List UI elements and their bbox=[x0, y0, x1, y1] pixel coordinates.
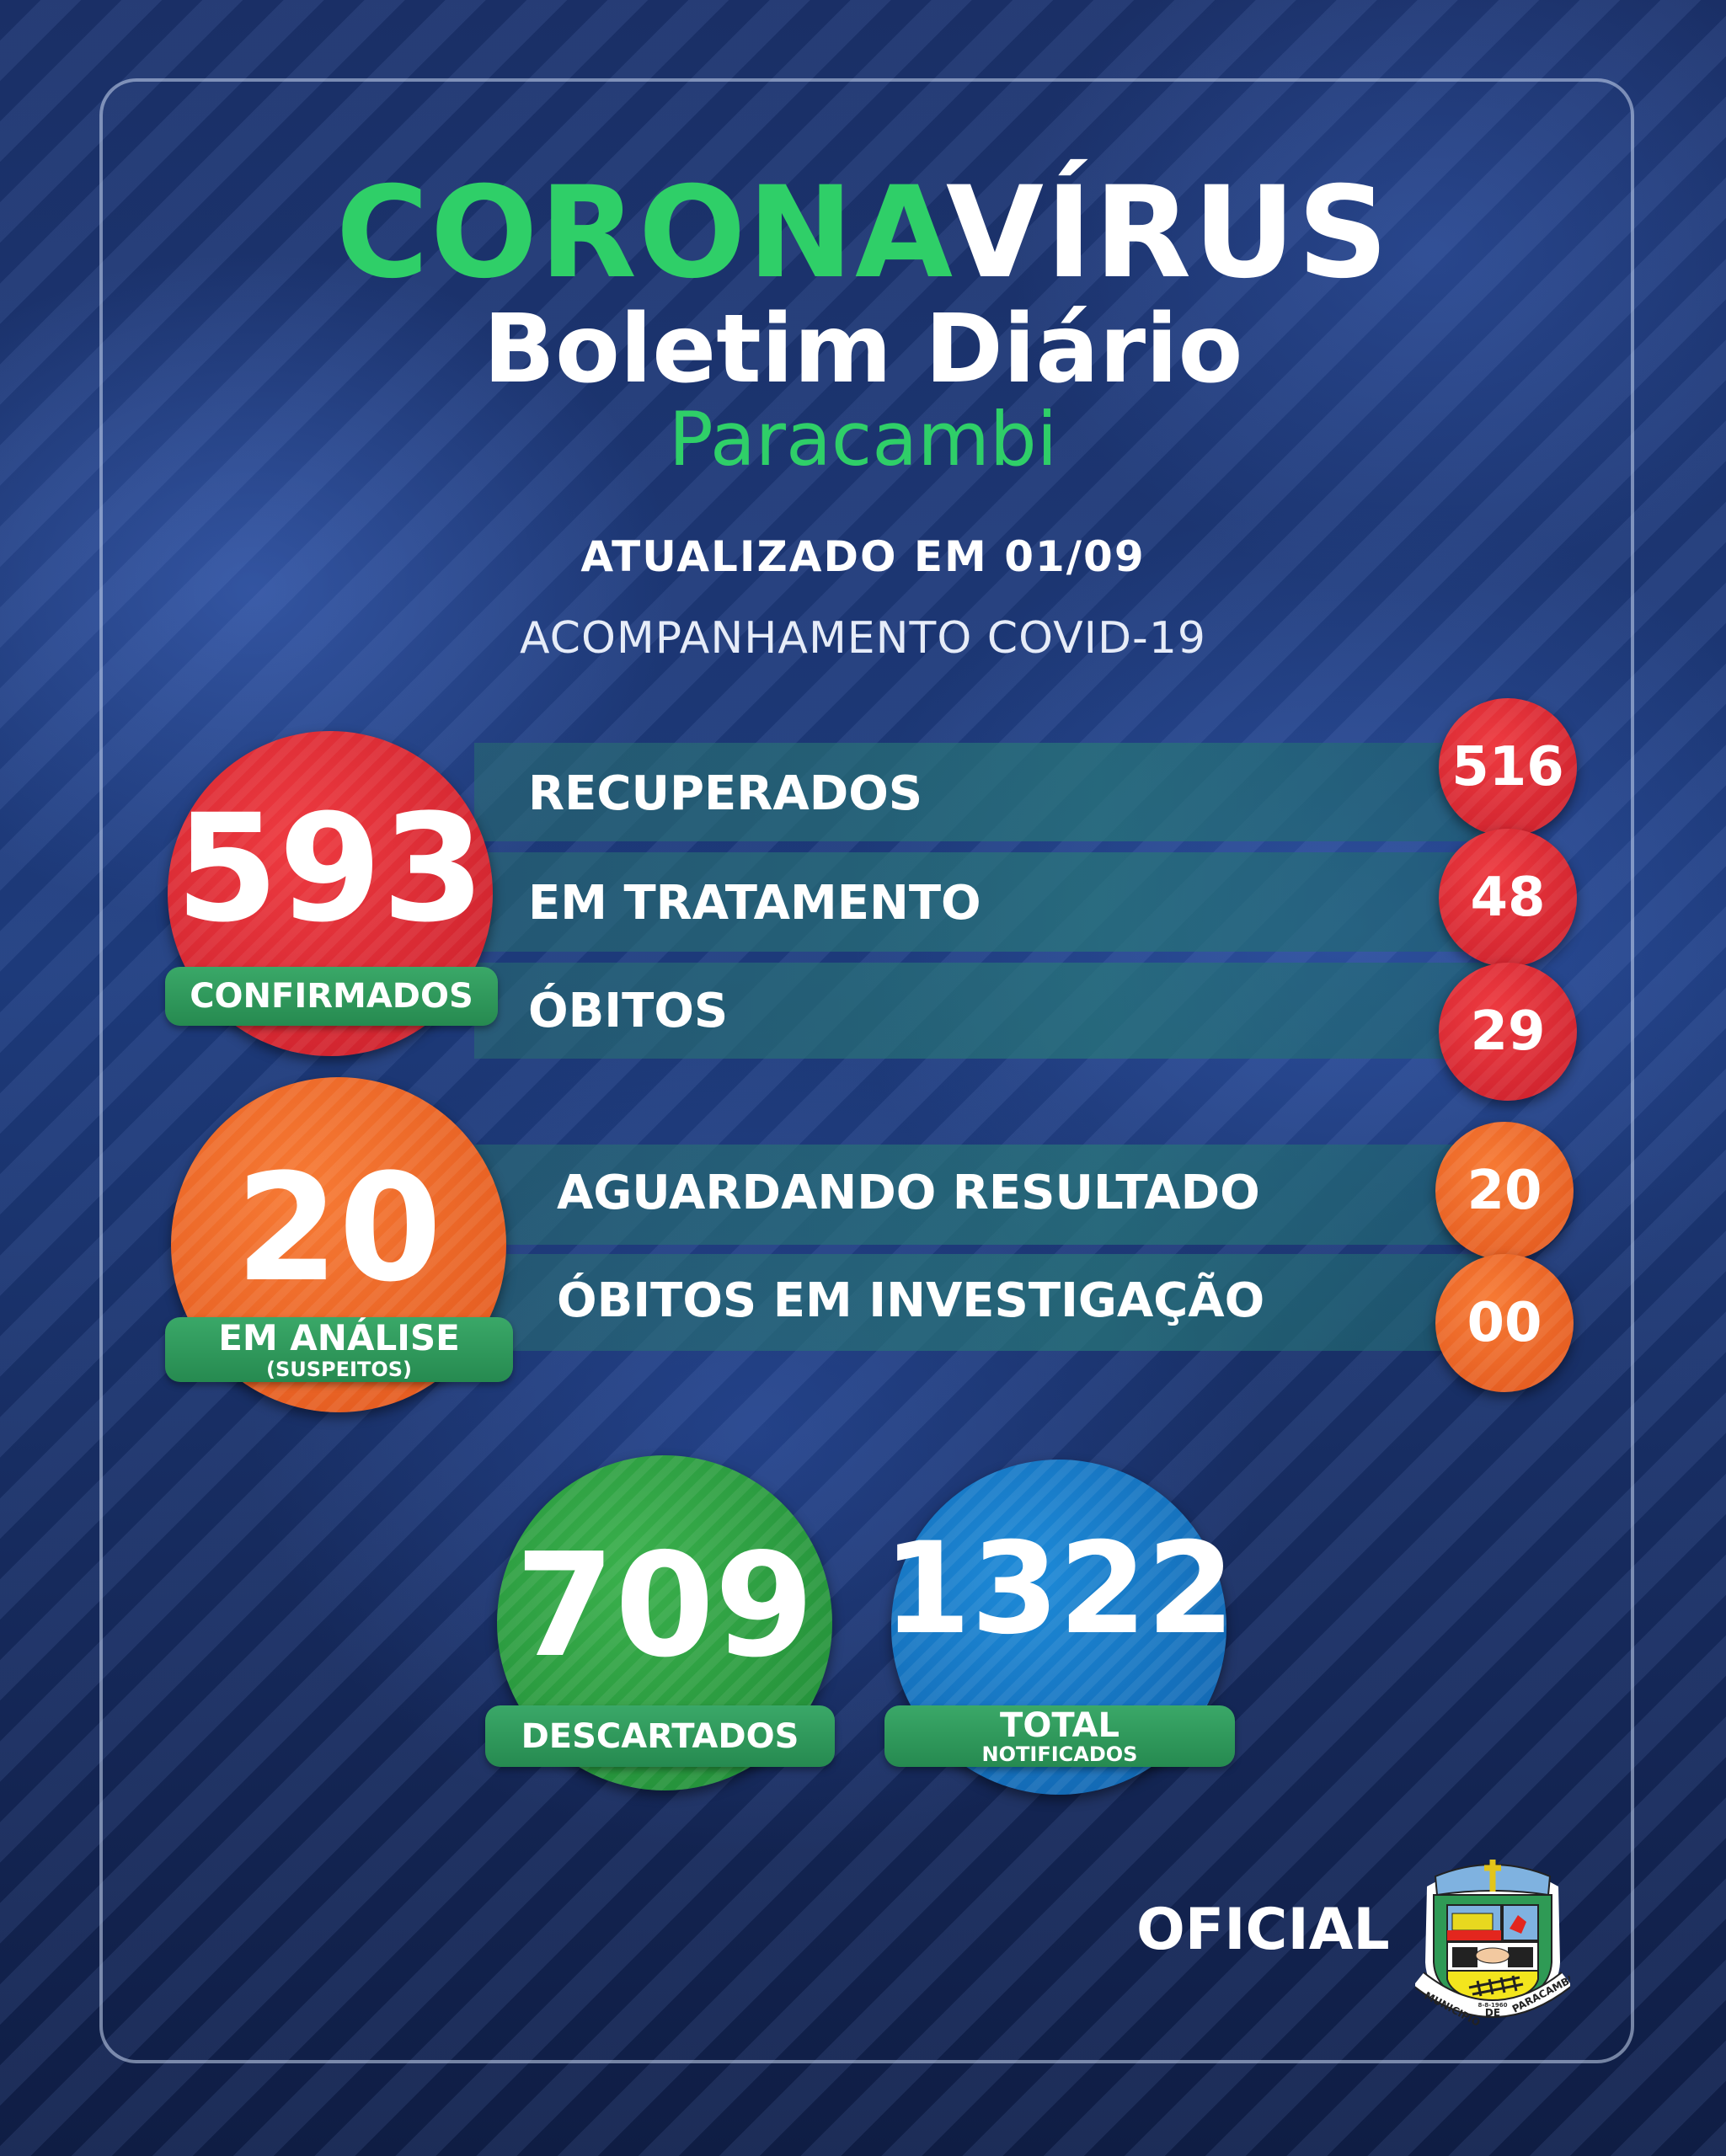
treatment-count: 48 bbox=[1439, 829, 1577, 967]
tracking-label: ACOMPANHAMENTO COVID-19 bbox=[520, 613, 1206, 664]
title-virus: VÍRUS bbox=[945, 160, 1391, 307]
row-band-treatment bbox=[474, 852, 1513, 952]
deaths-label: ÓBITOS bbox=[528, 984, 729, 1038]
official-label: OFICIAL bbox=[1136, 1897, 1390, 1963]
content-frame bbox=[99, 78, 1634, 2063]
row-band-awaiting bbox=[474, 1145, 1513, 1245]
recovered-label: RECUPERADOS bbox=[528, 766, 923, 821]
title-corona: CORONA bbox=[335, 160, 946, 307]
crest-text-date: 8-8-1960 bbox=[1478, 2002, 1507, 2009]
notified-label-sub: NOTIFICADOS bbox=[981, 1742, 1138, 1766]
recovered-count: 516 bbox=[1439, 698, 1577, 836]
update-date: ATUALIZADO EM 01/09 bbox=[580, 532, 1146, 581]
investigation-label: ÓBITOS EM INVESTIGAÇÃO bbox=[557, 1273, 1265, 1328]
row-band-recovered bbox=[474, 743, 1513, 841]
crest-text-de: DE bbox=[1485, 2007, 1500, 2019]
analysis-label-main: EM ANÁLISE bbox=[218, 1316, 460, 1358]
page-title: CORONAVÍRUS bbox=[0, 160, 1726, 307]
analysis-label-sub: (SUSPEITOS) bbox=[266, 1357, 412, 1381]
confirmed-count: 593 bbox=[168, 731, 493, 1056]
row-band-investigation bbox=[474, 1254, 1513, 1351]
notified-label: TOTAL NOTIFICADOS bbox=[884, 1705, 1235, 1767]
deaths-count: 29 bbox=[1439, 963, 1577, 1101]
investigation-count: 00 bbox=[1435, 1254, 1574, 1392]
awaiting-label: AGUARDANDO RESULTADO bbox=[557, 1166, 1260, 1220]
city-name: Paracambi bbox=[668, 396, 1058, 483]
treatment-label: EM TRATAMENTO bbox=[528, 876, 981, 931]
paracambi-crest-logo: MUNICIPIO DE PARACAMBI 8-8-1960 bbox=[1415, 1860, 1570, 2029]
notified-count: 1322 bbox=[883, 1460, 1235, 1795]
discarded-label: DESCARTADOS bbox=[485, 1705, 835, 1767]
row-band-deaths bbox=[474, 963, 1513, 1059]
subtitle: Boletim Diário bbox=[483, 295, 1243, 404]
confirmed-label: CONFIRMADOS bbox=[165, 967, 498, 1026]
analysis-label: EM ANÁLISE (SUSPEITOS) bbox=[165, 1317, 513, 1382]
awaiting-count: 20 bbox=[1435, 1122, 1574, 1260]
notified-label-main: TOTAL bbox=[1000, 1705, 1119, 1745]
